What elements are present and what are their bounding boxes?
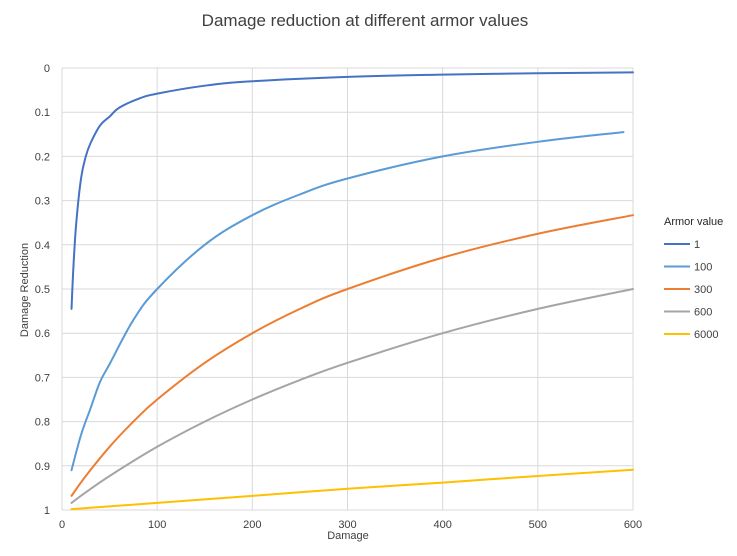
- y-axis-ticks: 0 0.1 0.2 0.3 0.4 0.5 0.6 0.7 0.8 0.9 1: [35, 63, 50, 517]
- y-tick-label: 0.4: [35, 240, 50, 252]
- series-line-1: [70, 71, 634, 310]
- y-axis-label: Damage Reduction: [19, 243, 31, 337]
- legend-item: 6000: [664, 329, 718, 341]
- x-tick-label: 400: [433, 519, 451, 531]
- legend-label: 100: [694, 262, 712, 274]
- x-axis-ticks: 0 100 200 300 400 500 600: [59, 519, 642, 531]
- series-line-600: [70, 288, 634, 504]
- x-tick-label: 0: [59, 519, 65, 531]
- x-axis-label: Damage: [327, 530, 369, 542]
- legend-item: 1: [664, 239, 700, 251]
- series-line-300: [70, 214, 634, 497]
- y-tick-label: 0.5: [35, 284, 50, 296]
- y-tick-label: 0.1: [35, 107, 50, 119]
- y-tick-label: 0: [44, 63, 50, 75]
- x-tick-label: 600: [624, 519, 642, 531]
- y-tick-label: 0.7: [35, 372, 50, 384]
- y-tick-label: 0.2: [35, 151, 50, 163]
- y-tick-label: 0.9: [35, 461, 50, 473]
- x-tick-label: 500: [529, 519, 547, 531]
- x-tick-label: 200: [243, 519, 261, 531]
- legend-item: 100: [664, 262, 712, 274]
- y-tick-label: 0.6: [35, 328, 50, 340]
- y-tick-label: 1: [44, 505, 50, 517]
- legend-title: Armor value: [664, 216, 723, 228]
- series-lines: [70, 71, 634, 511]
- legend-item: 300: [664, 284, 712, 296]
- x-tick-label: 300: [338, 519, 356, 531]
- y-tick-label: 0.8: [35, 417, 50, 429]
- x-tick-label: 100: [148, 519, 166, 531]
- series-line-100: [70, 131, 625, 472]
- legend-label: 6000: [694, 329, 718, 341]
- legend-label: 600: [694, 307, 712, 319]
- series-line-6000: [70, 468, 634, 511]
- chart-title: Damage reduction at different armor valu…: [202, 11, 529, 30]
- y-tick-label: 0.3: [35, 196, 50, 208]
- legend: Armor value 1 100 300 600 6000: [664, 216, 723, 341]
- legend-label: 300: [694, 284, 712, 296]
- legend-label: 1: [694, 239, 700, 251]
- legend-item: 600: [664, 307, 712, 319]
